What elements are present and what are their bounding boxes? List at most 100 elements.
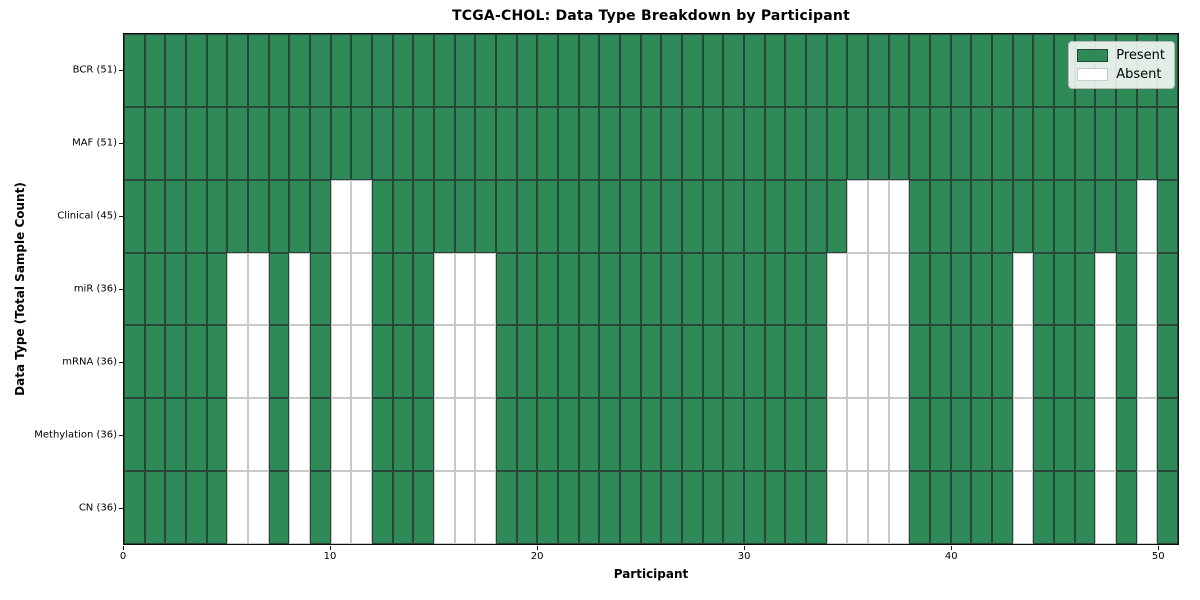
heatmap-cell xyxy=(847,179,868,253)
x-tick-mark xyxy=(123,546,124,550)
heatmap-cell xyxy=(640,325,662,399)
heatmap-cell xyxy=(309,325,331,399)
heatmap-cell xyxy=(289,34,310,107)
heatmap-cell xyxy=(537,252,558,326)
heatmap-cell xyxy=(619,34,641,107)
heatmap-cell xyxy=(185,398,207,472)
heatmap-cell xyxy=(702,252,724,326)
heatmap-cell xyxy=(309,471,331,544)
heatmap-cell xyxy=(1053,325,1075,399)
heatmap-cell xyxy=(681,179,703,253)
heatmap-cell xyxy=(805,106,827,180)
heatmap-cell xyxy=(1012,398,1034,472)
heatmap-cell xyxy=(475,252,496,326)
y-tick-label: miR (36) xyxy=(73,283,117,295)
heatmap-cell xyxy=(1157,179,1178,253)
heatmap-cell xyxy=(867,106,889,180)
heatmap-cell xyxy=(888,179,910,253)
heatmap-cell xyxy=(826,34,848,107)
heatmap-cell xyxy=(950,179,972,253)
heatmap-cell xyxy=(206,179,228,253)
heatmap-cell xyxy=(144,106,166,180)
heatmap-cell xyxy=(371,34,393,107)
heatmap-cell xyxy=(785,179,806,253)
heatmap-cell xyxy=(475,398,496,472)
heatmap-cell xyxy=(495,106,517,180)
heatmap-cell xyxy=(929,179,951,253)
heatmap-cell xyxy=(1053,471,1075,544)
heatmap-cell xyxy=(950,34,972,107)
heatmap-cell xyxy=(124,34,145,107)
heatmap-cell xyxy=(805,325,827,399)
heatmap-cell xyxy=(578,325,600,399)
heatmap-cell xyxy=(599,325,620,399)
heatmap-cell xyxy=(371,471,393,544)
heatmap-cell xyxy=(227,471,248,544)
heatmap-cell xyxy=(847,325,868,399)
heatmap-cell xyxy=(165,398,186,472)
heatmap-cell xyxy=(309,179,331,253)
heatmap-cell xyxy=(847,106,868,180)
heatmap-cell xyxy=(702,471,724,544)
heatmap-cell xyxy=(413,34,434,107)
heatmap-cell xyxy=(826,179,848,253)
heatmap-cell xyxy=(516,34,538,107)
heatmap-cell xyxy=(785,106,806,180)
heatmap-cell xyxy=(971,325,992,399)
heatmap-cell xyxy=(289,325,310,399)
heatmap-cell xyxy=(351,106,372,180)
heatmap-cell xyxy=(144,471,166,544)
heatmap-cell xyxy=(165,34,186,107)
heatmap-cell xyxy=(909,179,930,253)
heatmap-cell xyxy=(165,179,186,253)
heatmap-cell xyxy=(433,34,455,107)
heatmap-cell xyxy=(619,106,641,180)
heatmap-cell xyxy=(702,179,724,253)
heatmap-cell xyxy=(475,34,496,107)
heatmap-cell xyxy=(888,252,910,326)
heatmap-cell xyxy=(351,398,372,472)
heatmap-cell xyxy=(206,252,228,326)
heatmap-cell xyxy=(351,325,372,399)
x-axis-label: Participant xyxy=(613,567,689,581)
heatmap-cell xyxy=(392,252,414,326)
heatmap-cell xyxy=(413,252,434,326)
heatmap-cell xyxy=(1095,252,1116,326)
heatmap-cell xyxy=(578,252,600,326)
y-tick-label: mRNA (36) xyxy=(62,356,117,368)
legend-swatch-present xyxy=(1077,49,1109,62)
heatmap-cell xyxy=(413,106,434,180)
legend-item-absent: Absent xyxy=(1077,68,1165,81)
heatmap-cell xyxy=(888,106,910,180)
heatmap-cell xyxy=(206,398,228,472)
heatmap-cell xyxy=(206,471,228,544)
heatmap-cell xyxy=(826,398,848,472)
heatmap-cell xyxy=(392,471,414,544)
heatmap-cell xyxy=(330,179,352,253)
heatmap-cell xyxy=(826,325,848,399)
heatmap-cell xyxy=(1012,325,1034,399)
heatmap-cell xyxy=(599,252,620,326)
heatmap-cell xyxy=(929,325,951,399)
heatmap-cell xyxy=(1115,179,1137,253)
heatmap-cell xyxy=(392,179,414,253)
y-tick-mark xyxy=(119,69,123,71)
heatmap-cell xyxy=(227,252,248,326)
heatmap-cell xyxy=(165,252,186,326)
y-tick-label: Methylation (36) xyxy=(34,429,117,441)
heatmap-cell xyxy=(351,252,372,326)
heatmap-cell xyxy=(640,398,662,472)
heatmap-cell xyxy=(516,106,538,180)
heatmap-cell xyxy=(929,398,951,472)
heatmap-cell xyxy=(268,398,290,472)
heatmap-cell xyxy=(1115,252,1137,326)
heatmap-row-miR xyxy=(124,252,1178,326)
heatmap-cell xyxy=(743,179,765,253)
heatmap-cell xyxy=(909,398,930,472)
heatmap-cell xyxy=(888,471,910,544)
heatmap-cell xyxy=(619,252,641,326)
heatmap-cell xyxy=(330,471,352,544)
heatmap-row-BCR xyxy=(124,34,1178,107)
heatmap-cell xyxy=(723,325,744,399)
heatmap-cell xyxy=(888,398,910,472)
